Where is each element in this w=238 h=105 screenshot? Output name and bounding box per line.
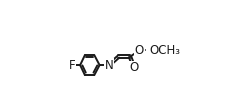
Text: O: O xyxy=(130,61,139,74)
Text: N: N xyxy=(105,59,113,72)
Text: O: O xyxy=(135,44,144,57)
Text: F: F xyxy=(69,59,76,72)
Text: OCH₃: OCH₃ xyxy=(149,44,180,57)
